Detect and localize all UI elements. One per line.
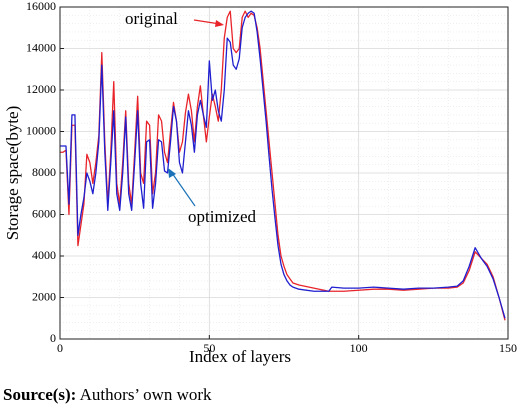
- annotation-optimized: optimized: [188, 207, 256, 226]
- y-tick-label: 16000: [26, 0, 56, 13]
- x-tick-label: 150: [499, 341, 517, 355]
- x-tick-label: 0: [57, 341, 63, 355]
- annotation-original: original: [125, 9, 178, 28]
- x-axis-label: Index of layers: [189, 347, 291, 366]
- caption-text: Authors’ own work: [80, 385, 212, 404]
- lines: [60, 10, 506, 321]
- caption: Source(s): Authors’ own work: [3, 385, 212, 404]
- series-line: [60, 10, 506, 321]
- caption-label: Source(s):: [3, 385, 76, 404]
- annotation-arrow: [171, 172, 196, 207]
- x-tick-label: 50: [203, 341, 215, 355]
- y-tick-label: 6000: [32, 206, 56, 220]
- arrow-head: [215, 20, 224, 27]
- grid: [59, 6, 509, 340]
- arrow-head: [168, 168, 176, 178]
- y-tick-label: 10000: [26, 123, 56, 137]
- series-line: [60, 10, 506, 319]
- y-tick-label: 2000: [32, 289, 56, 303]
- ticks: 0 2000 4000 6000 8000 10000 12000 14000 16000 0 50…: [26, 0, 517, 355]
- x-tick-label: 100: [350, 341, 368, 355]
- y-tick-label: 0: [50, 331, 56, 345]
- y-tick-label: 8000: [32, 165, 56, 179]
- y-tick-label: 12000: [26, 82, 56, 96]
- y-axis-label: Storage space(byte): [3, 106, 22, 241]
- y-tick-label: 4000: [32, 248, 56, 262]
- y-tick-label: 14000: [26, 40, 56, 54]
